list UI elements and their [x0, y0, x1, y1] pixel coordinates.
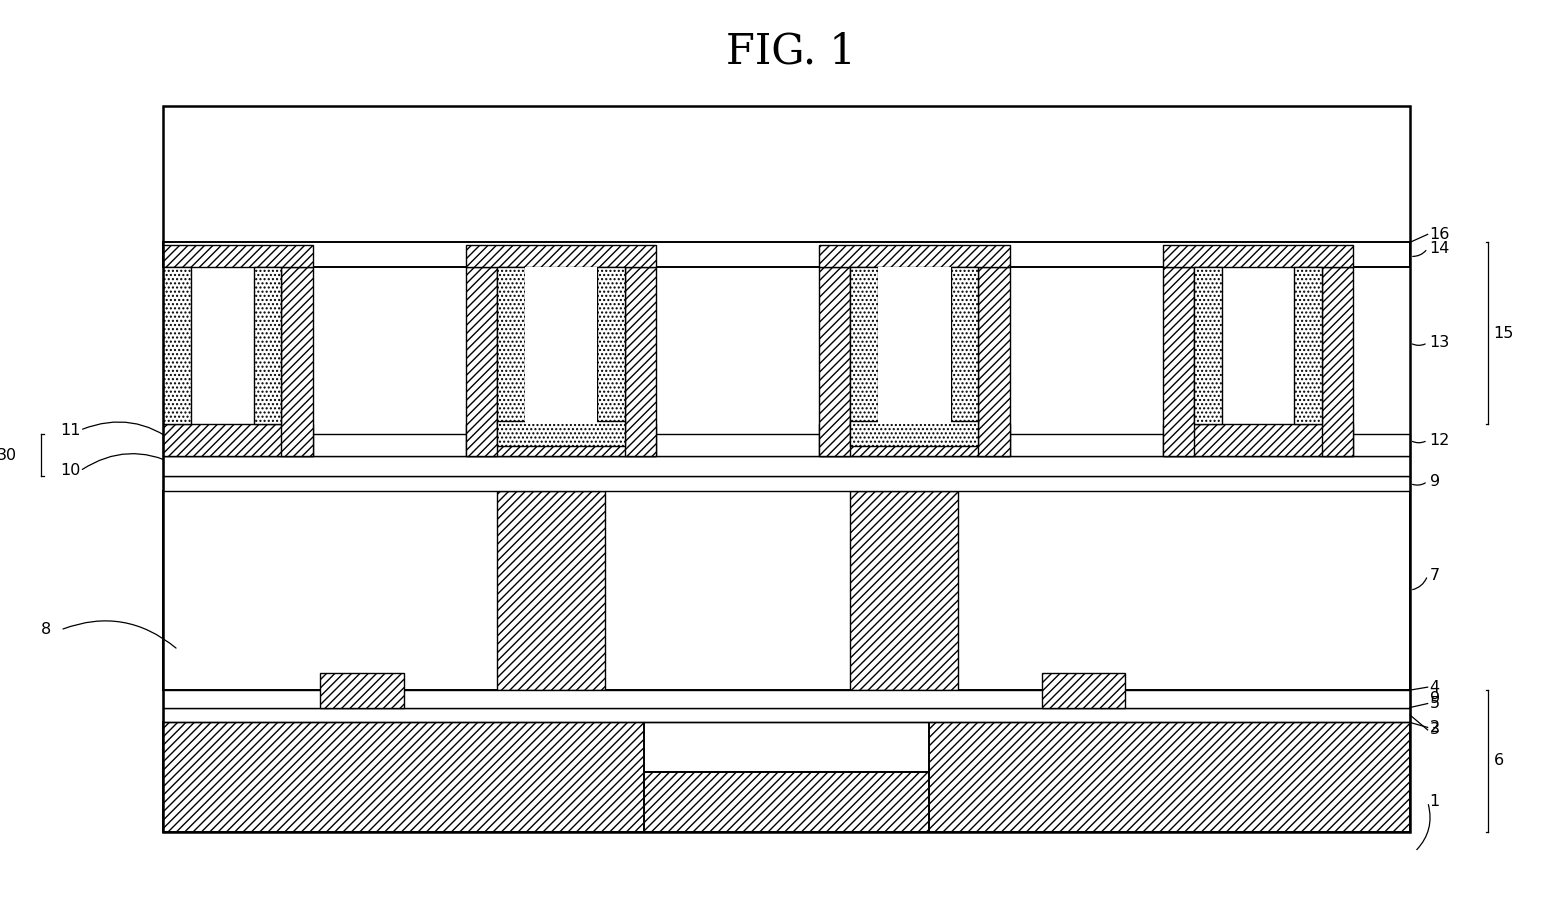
Bar	[254, 267, 282, 424]
Bar	[282, 267, 313, 456]
Bar	[164, 242, 1410, 267]
Text: 30: 30	[0, 447, 17, 463]
Bar	[597, 267, 625, 424]
Bar	[1162, 245, 1352, 267]
Text: 2: 2	[1430, 720, 1440, 735]
Bar	[820, 424, 1010, 456]
Text: 10: 10	[61, 464, 81, 479]
Bar	[164, 434, 1410, 456]
Bar	[164, 723, 1410, 832]
Text: 6: 6	[1494, 753, 1503, 768]
Bar	[525, 267, 597, 424]
Bar	[950, 267, 978, 424]
Bar	[466, 267, 497, 456]
Bar	[164, 689, 1410, 708]
Bar	[1321, 267, 1352, 456]
Bar	[645, 723, 929, 772]
Bar	[820, 267, 851, 456]
Bar	[497, 421, 625, 446]
Text: 15: 15	[1494, 326, 1514, 341]
Bar	[645, 772, 929, 832]
Bar	[1193, 267, 1221, 424]
Text: 7: 7	[1430, 568, 1440, 583]
Bar	[164, 491, 1410, 689]
Bar	[164, 456, 1410, 476]
Bar	[497, 267, 525, 424]
Bar	[879, 267, 950, 424]
Text: 13: 13	[1430, 335, 1450, 350]
Bar	[851, 421, 978, 446]
Bar	[1042, 673, 1125, 708]
Text: 9: 9	[1430, 691, 1440, 706]
Bar	[164, 424, 313, 456]
Text: 8: 8	[41, 623, 51, 638]
Bar	[164, 476, 1410, 491]
Bar	[497, 491, 605, 689]
Bar	[164, 267, 192, 424]
Text: 9: 9	[1430, 474, 1440, 489]
Text: 5: 5	[1430, 696, 1440, 711]
Text: 16: 16	[1430, 227, 1450, 242]
Text: FIG. 1: FIG. 1	[726, 30, 855, 72]
Bar	[164, 106, 1410, 832]
Bar	[851, 267, 879, 424]
Bar	[820, 245, 1010, 267]
Bar	[625, 267, 656, 456]
Text: 12: 12	[1430, 432, 1450, 447]
Bar	[1295, 267, 1321, 424]
Text: 14: 14	[1430, 241, 1450, 256]
Bar	[164, 708, 1410, 723]
Text: 11: 11	[61, 422, 81, 438]
Text: 3: 3	[1430, 723, 1440, 737]
Bar	[164, 245, 313, 267]
Bar	[466, 424, 656, 456]
Bar	[978, 267, 1010, 456]
Bar	[321, 673, 404, 708]
Bar	[466, 245, 656, 267]
Bar	[851, 491, 958, 689]
Bar	[1162, 267, 1193, 456]
Bar	[1162, 424, 1352, 456]
Text: 4: 4	[1430, 680, 1440, 695]
Text: 1: 1	[1430, 795, 1440, 809]
